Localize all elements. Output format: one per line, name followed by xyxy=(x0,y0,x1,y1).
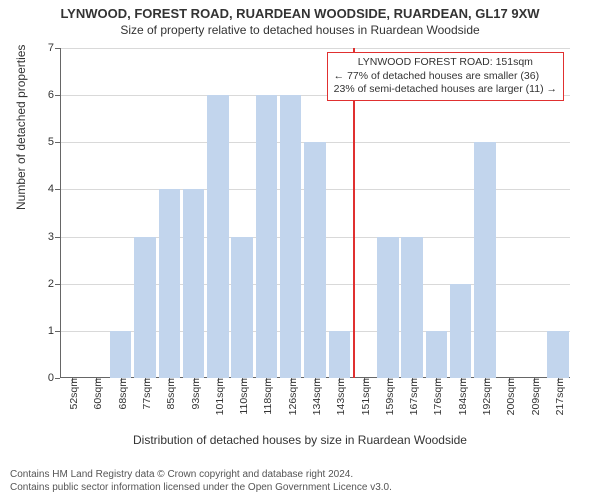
y-tick-label: 5 xyxy=(48,136,60,148)
footer-attribution: Contains HM Land Registry data © Crown c… xyxy=(10,468,392,494)
x-axis-label: Distribution of detached houses by size … xyxy=(0,433,600,447)
x-tick-label: 167sqm xyxy=(404,378,420,415)
x-tick-label: 151sqm xyxy=(356,378,372,415)
x-tick-label: 192sqm xyxy=(477,378,493,415)
callout-line: ← 77% of detached houses are smaller (36… xyxy=(334,70,557,84)
chart-title: LYNWOOD, FOREST ROAD, RUARDEAN WOODSIDE,… xyxy=(0,0,600,21)
bar xyxy=(256,95,277,378)
bar xyxy=(207,95,228,378)
chart-subtitle: Size of property relative to detached ho… xyxy=(0,21,600,37)
x-tick-label: 143sqm xyxy=(331,378,347,415)
x-tick-label: 118sqm xyxy=(258,378,274,415)
x-tick-label: 101sqm xyxy=(210,378,226,415)
x-tick-label: 184sqm xyxy=(453,378,469,415)
x-tick-label: 110sqm xyxy=(234,378,250,415)
x-tick-label: 77sqm xyxy=(137,378,153,410)
footer-line-2: Contains public sector information licen… xyxy=(10,481,392,494)
bar xyxy=(401,237,422,378)
callout-line: LYNWOOD FOREST ROAD: 151sqm xyxy=(334,56,557,70)
bar xyxy=(426,331,447,378)
y-tick-label: 3 xyxy=(48,231,60,243)
x-tick-label: 200sqm xyxy=(501,378,517,415)
bar xyxy=(474,142,495,378)
x-tick-label: 209sqm xyxy=(526,378,542,415)
x-tick-label: 93sqm xyxy=(186,378,202,410)
bar xyxy=(159,189,180,378)
x-tick-label: 52sqm xyxy=(64,378,80,410)
x-tick-label: 126sqm xyxy=(283,378,299,415)
x-tick-label: 176sqm xyxy=(428,378,444,415)
bar xyxy=(450,284,471,378)
footer-line-1: Contains HM Land Registry data © Crown c… xyxy=(10,468,392,481)
y-tick-label: 7 xyxy=(48,42,60,54)
callout-box: LYNWOOD FOREST ROAD: 151sqm← 77% of deta… xyxy=(327,52,564,101)
bar xyxy=(304,142,325,378)
y-tick-label: 2 xyxy=(48,278,60,290)
plot-area: 0123456752sqm60sqm68sqm77sqm85sqm93sqm10… xyxy=(60,48,570,378)
bar xyxy=(183,189,204,378)
y-tick-label: 0 xyxy=(48,372,60,384)
bar xyxy=(231,237,252,378)
x-tick-label: 85sqm xyxy=(161,378,177,410)
x-tick-label: 159sqm xyxy=(380,378,396,415)
y-tick-label: 4 xyxy=(48,183,60,195)
gridline-h xyxy=(60,48,570,49)
bar xyxy=(110,331,131,378)
chart-container: LYNWOOD, FOREST ROAD, RUARDEAN WOODSIDE,… xyxy=(0,0,600,500)
x-tick-label: 134sqm xyxy=(307,378,323,415)
callout-line: 23% of semi-detached houses are larger (… xyxy=(334,83,557,97)
bar xyxy=(329,331,350,378)
x-tick-label: 217sqm xyxy=(550,378,566,415)
x-tick-label: 68sqm xyxy=(113,378,129,410)
bar xyxy=(377,237,398,378)
y-tick-label: 6 xyxy=(48,89,60,101)
bar xyxy=(280,95,301,378)
bar xyxy=(547,331,568,378)
y-tick-label: 1 xyxy=(48,325,60,337)
x-tick-label: 60sqm xyxy=(88,378,104,410)
y-axis-label: Number of detached properties xyxy=(14,45,28,210)
y-axis-line xyxy=(60,48,61,378)
bar xyxy=(134,237,155,378)
